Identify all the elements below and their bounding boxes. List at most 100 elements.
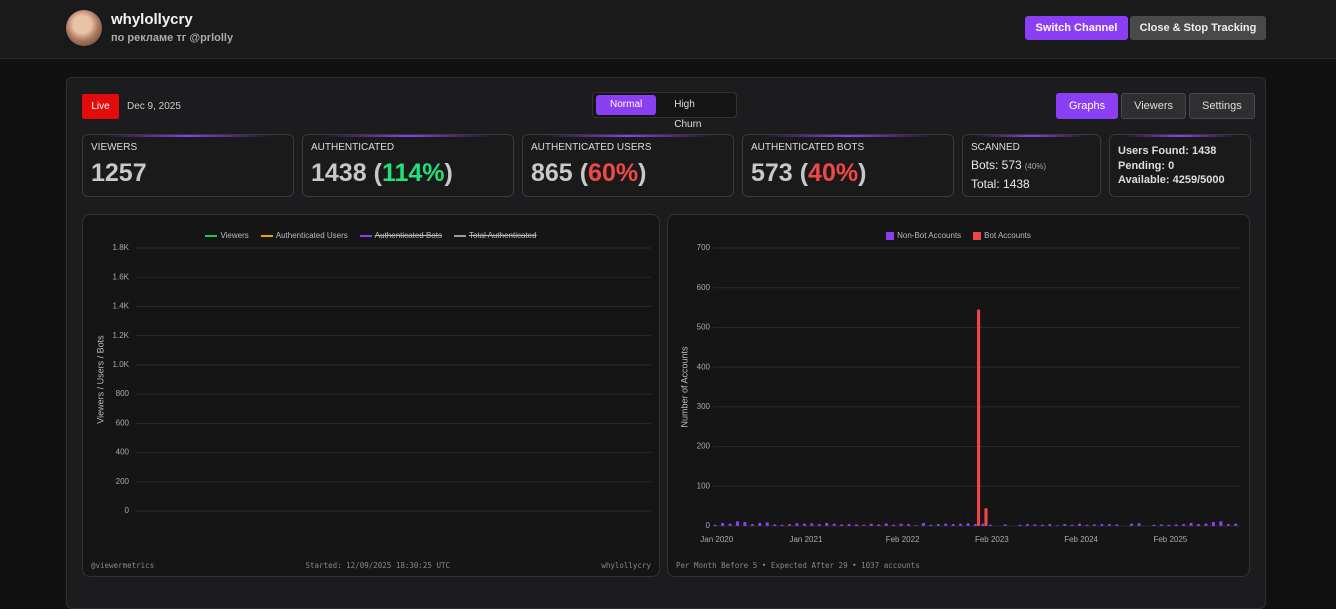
bar — [977, 309, 981, 526]
capacity-line: Pending: 0 — [1118, 159, 1175, 172]
legend-item[interactable]: Authenticated Bots — [359, 231, 442, 240]
legend-swatch — [886, 231, 895, 240]
y-axis-label: Number of Accounts — [679, 346, 689, 428]
x-tick-label: Jan 2020 — [700, 535, 733, 544]
bar — [1152, 524, 1156, 526]
bar — [921, 522, 925, 526]
legend-label: Authenticated Bots — [374, 231, 442, 240]
bar — [936, 524, 940, 526]
footer-text: Started: 12/09/2025 18:30:25 UTC — [305, 561, 451, 570]
y-tick-label: 0 — [125, 506, 130, 515]
y-axis-label: Viewers / Users / Bots — [95, 335, 105, 424]
footer-text: whylollycry — [601, 561, 651, 570]
bar — [1040, 524, 1044, 526]
bar — [1167, 524, 1171, 526]
bar — [765, 522, 769, 526]
scanned-card: SCANNED Bots: 573 (40%) Total: 1438 — [962, 134, 1101, 197]
legend: Non-Bot Accounts Bot Accounts — [668, 231, 1249, 240]
bar — [869, 523, 873, 526]
tab[interactable]: Viewers — [1121, 93, 1187, 119]
mode-option[interactable]: Normal — [596, 95, 657, 115]
bar — [840, 524, 844, 526]
y-tick-label: 1.2K — [113, 331, 130, 340]
y-tick-label: 500 — [697, 323, 711, 332]
switch-channel-button[interactable]: Switch Channel — [1025, 16, 1128, 40]
live-badge: Live — [82, 94, 119, 119]
bar — [984, 508, 988, 526]
y-tick-label: 600 — [116, 418, 130, 427]
y-tick-label: 0 — [706, 521, 711, 530]
stat-value: 573 (40%) — [751, 159, 945, 188]
bar — [787, 524, 792, 526]
bar — [735, 521, 740, 526]
capacity-line: Available: 4259/5000 — [1118, 174, 1225, 186]
bar — [959, 523, 963, 526]
legend-label: Bot Accounts — [984, 231, 1031, 240]
legend-label: Viewers — [220, 231, 249, 240]
bar — [1219, 521, 1223, 526]
stat-number: 1257 — [91, 159, 147, 187]
legend-label: Total Authenticated — [468, 231, 537, 240]
chart: 0 200 400 600 800 1.0K 1.2K 1.4K 1.6K 1.8K Viewers… — [95, 243, 651, 515]
bar — [914, 525, 918, 526]
bar — [1226, 524, 1230, 526]
x-tick-label: Feb 2024 — [1064, 535, 1098, 544]
legend-item[interactable]: Total Authenticated — [453, 231, 537, 240]
y-tick-label: 1.6K — [113, 272, 130, 281]
bar — [1137, 523, 1141, 526]
legend-item[interactable]: Authenticated Users — [260, 231, 348, 240]
bar — [825, 522, 829, 526]
bar — [1234, 523, 1238, 526]
legend: Viewers Authenticated Users Authenticated … — [83, 231, 659, 240]
page: {"header": {"channel": "whylollycry", "s… — [0, 10, 1336, 609]
bar — [713, 524, 717, 526]
chart-footer: Per Month Before 5 • Expected After 29 •… — [676, 561, 1241, 570]
legend-swatch — [260, 234, 273, 237]
tab[interactable]: Graphs — [1056, 93, 1119, 119]
scanned-label: SCANNED — [971, 142, 1020, 153]
channel-name: whylollycry — [111, 11, 193, 28]
stat-card: AUTHENTICATED BOTS 573 (40%) — [742, 134, 954, 197]
bar — [944, 523, 948, 526]
stat-number: 1438 — [311, 159, 367, 187]
bar — [1204, 523, 1208, 526]
bar — [810, 523, 814, 526]
stats-row: VIEWERS 1257 AUTHENTICATED 1438 (114%) AUTHEN… — [82, 134, 1251, 197]
y-tick-label: 300 — [697, 402, 711, 411]
tab[interactable]: Settings — [1189, 93, 1255, 119]
y-tick-label: 1.4K — [113, 302, 130, 311]
chart-footer: @viewermetrics Started: 12/09/2025 18:30:… — [91, 561, 651, 570]
legend-item[interactable]: Viewers — [205, 231, 249, 240]
bar — [1182, 524, 1186, 526]
bar — [1055, 525, 1059, 526]
legend-swatch — [973, 231, 982, 240]
stat-label: VIEWERS — [91, 142, 138, 153]
x-tick-label: Feb 2022 — [886, 535, 920, 544]
mode-option[interactable]: High Churn — [674, 99, 702, 130]
bar — [1063, 524, 1067, 526]
capacity-card: Users Found: 1438 Pending: 0 Available: 42… — [1109, 134, 1251, 197]
bar — [973, 524, 977, 526]
stat-number: 573 — [751, 159, 793, 187]
legend-item[interactable]: Non-Bot Accounts — [886, 231, 961, 240]
footer-text: Per Month Before 5 • Expected After 29 •… — [676, 561, 920, 570]
bar — [1033, 524, 1037, 526]
bar — [847, 524, 851, 526]
x-tick-label: Feb 2025 — [1153, 535, 1187, 544]
bar — [1130, 523, 1134, 526]
bar — [877, 524, 881, 526]
bar — [780, 524, 784, 526]
stat-percent: ( — [799, 159, 809, 187]
bar — [832, 523, 836, 526]
legend-item[interactable]: Bot Accounts — [973, 231, 1031, 240]
stat-percent: 40% — [808, 159, 859, 187]
bar — [892, 524, 896, 526]
y-tick-label: 1.8K — [113, 243, 130, 252]
y-tick-label: 200 — [697, 442, 711, 451]
stop-tracking-button[interactable]: Close & Stop Tracking — [1130, 16, 1266, 40]
stat-number: 865 — [531, 159, 573, 187]
chart: 0 100 200 300 400 500 600 700 Number of Accounts… — [679, 243, 1241, 544]
y-tick-label: 1.0K — [113, 360, 130, 369]
bar — [721, 522, 725, 526]
bar — [1085, 524, 1089, 526]
